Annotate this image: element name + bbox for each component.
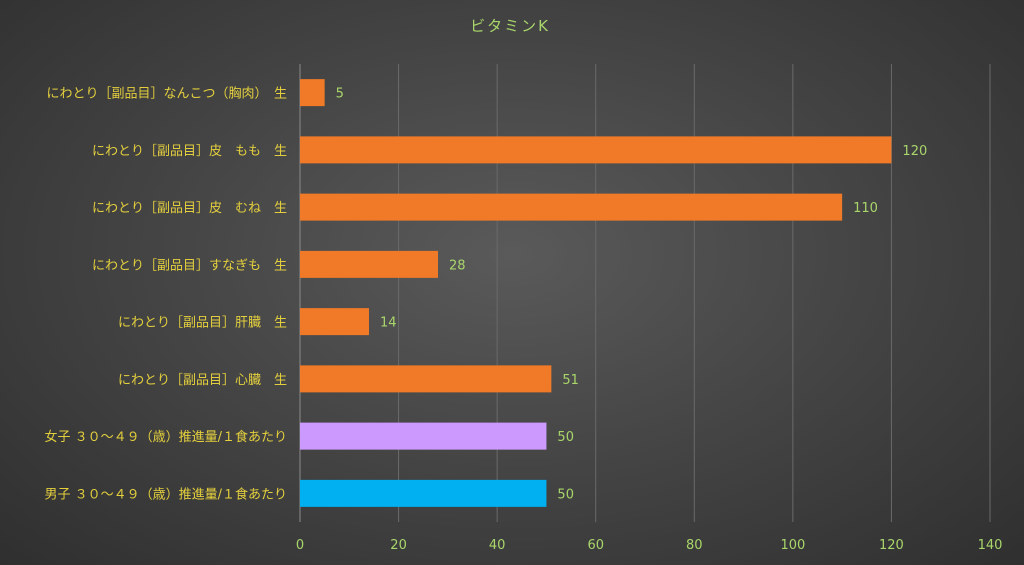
category-label: にわとり［副品目］皮 もも 生 — [92, 144, 287, 159]
labels-layer: 0 20 40 60 80 100 120 140 にわとり［副品目］なんこつ（胸肉） 生 5 にわ… — [44, 87, 1002, 553]
data-label: 51 — [562, 373, 579, 388]
bar — [300, 79, 325, 107]
chart-title: ビタミンK — [470, 17, 550, 35]
bar — [300, 308, 369, 336]
data-label: 5 — [336, 87, 344, 102]
data-label: 28 — [449, 258, 466, 273]
data-label: 50 — [557, 487, 574, 502]
x-tick-label: 20 — [390, 538, 407, 553]
data-label: 120 — [902, 144, 927, 159]
category-label: にわとり［副品目］皮 むね 生 — [92, 201, 287, 216]
bars-layer — [300, 79, 892, 507]
category-label: 女子 ３０～４９（歳）推進量/１食あたり — [44, 429, 287, 445]
bar — [300, 136, 892, 164]
x-tick-label: 120 — [879, 538, 904, 553]
data-label: 50 — [557, 430, 574, 445]
bar — [300, 250, 438, 278]
x-tick-label: 0 — [296, 538, 304, 553]
bar — [300, 365, 552, 393]
category-label: にわとり［副品目］心臓 生 — [118, 373, 287, 388]
data-label: 14 — [380, 316, 397, 331]
category-label: にわとり［副品目］すなぎも 生 — [92, 258, 287, 273]
x-tick-label: 60 — [587, 538, 604, 553]
category-label: 男子 ３０～４９（歳）推進量/１食あたり — [44, 486, 287, 502]
category-label: にわとり［副品目］肝臓 生 — [118, 316, 287, 331]
x-tick-label: 80 — [686, 538, 703, 553]
bar — [300, 479, 547, 507]
x-tick-label: 100 — [780, 538, 805, 553]
category-label: にわとり［副品目］なんこつ（胸肉） 生 — [46, 87, 287, 102]
x-tick-label: 40 — [489, 538, 506, 553]
bar — [300, 193, 843, 221]
x-tick-label: 140 — [978, 538, 1003, 553]
bar — [300, 422, 547, 450]
data-label: 110 — [853, 201, 878, 216]
grid-layer — [299, 64, 991, 522]
